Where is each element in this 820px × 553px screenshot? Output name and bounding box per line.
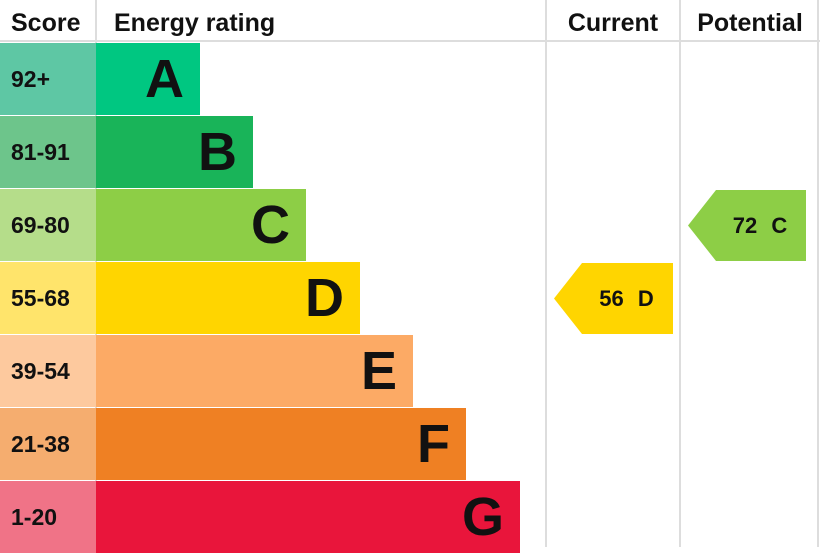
score-range-b: 81-91 [0, 116, 96, 188]
potential-rating-arrow: 72 C [688, 190, 806, 261]
rating-bar-c: C [96, 189, 306, 261]
score-header: Score [0, 0, 96, 42]
rating-header: Energy rating [96, 0, 546, 42]
rating-bar-a: A [96, 43, 200, 115]
score-range-a: 92+ [0, 43, 96, 115]
divider [545, 0, 547, 547]
score-range-c: 69-80 [0, 189, 96, 261]
rating-bar-f: F [96, 408, 466, 480]
divider [679, 0, 681, 547]
score-range-g: 1-20 [0, 481, 96, 553]
score-range-f: 21-38 [0, 408, 96, 480]
current-rating-arrow: 56 D [554, 263, 673, 334]
score-range-d: 55-68 [0, 262, 96, 334]
rating-bar-g: G [96, 481, 520, 553]
divider [817, 0, 819, 547]
potential-header: Potential [680, 0, 820, 42]
current-header: Current [546, 0, 680, 42]
rating-bar-d: D [96, 262, 360, 334]
rating-bar-e: E [96, 335, 413, 407]
score-range-e: 39-54 [0, 335, 96, 407]
rating-bar-b: B [96, 116, 253, 188]
